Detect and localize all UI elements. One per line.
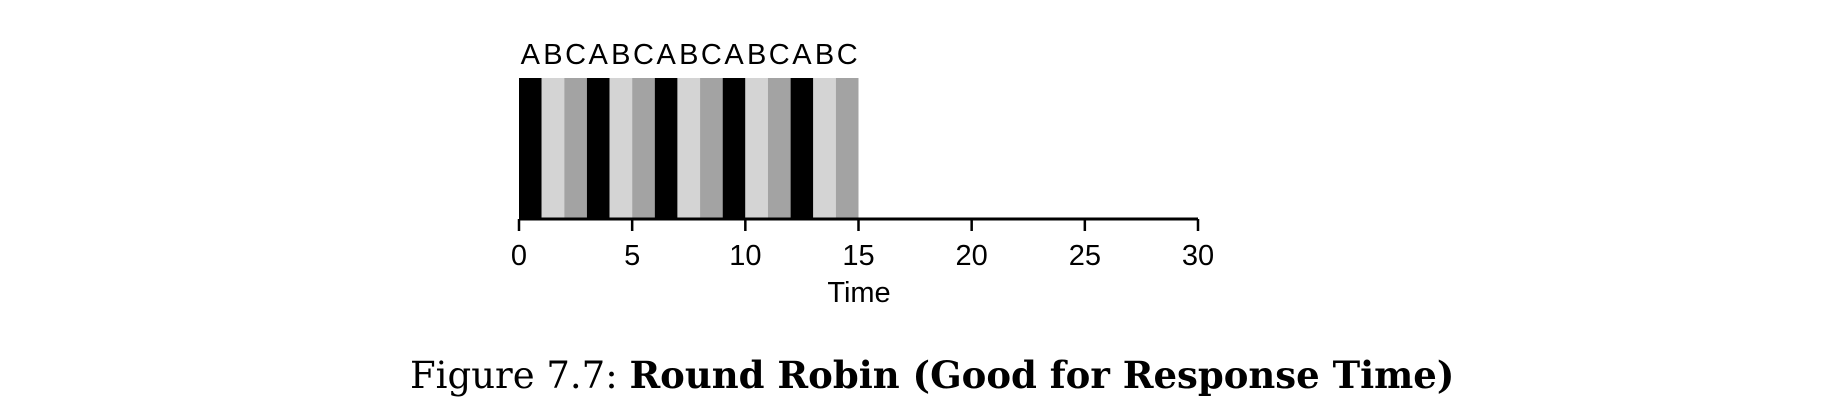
bar-segment-a [519,78,542,219]
slot-label: C [769,39,790,71]
slot-label: B [543,39,562,71]
slot-label: B [747,39,766,71]
bar-segment-b [541,78,565,219]
slot-label: A [724,39,744,71]
x-tick-label: 0 [511,240,527,272]
bars-layer [519,78,859,219]
x-tick-label: 20 [956,240,988,272]
x-tick-label: 25 [1069,240,1101,272]
bar-segment-c [700,78,723,219]
figure-caption: Figure 7.7: Round Robin (Good for Respon… [410,354,1454,397]
bar-segment-b [745,78,768,219]
caption-prefix: Figure 7.7: [410,354,630,397]
slot-label: A [589,39,609,71]
bar-segment-a [586,78,610,219]
bar-segment-c [632,78,655,219]
caption-title: Round Robin (Good for Response Time) [629,353,1455,397]
slot-label: C [837,39,858,71]
slot-label: B [611,39,630,71]
slot-label: C [565,39,586,71]
x-axis: 0 5 10 15 20 25 30 [511,217,1214,272]
bar-segment-c [835,78,859,219]
slot-label: A [521,39,541,71]
slot-label: C [633,39,654,71]
x-tick-label: 5 [624,240,640,272]
bar-segment-c [767,78,791,219]
bar-segment-b [609,78,633,219]
slot-label: A [792,39,812,71]
slot-label: A [656,39,676,71]
slot-label: C [701,39,722,71]
bar-segment-b [677,78,701,219]
slot-label: B [679,39,698,71]
x-tick-label: 10 [729,240,761,272]
bar-segment-b [813,78,836,219]
bar-segment-c [564,78,587,219]
bar-segment-a [722,78,746,219]
slot-label: B [815,39,834,71]
x-tick-label: 15 [842,240,874,272]
x-tick-label: 30 [1182,240,1214,272]
bar-segment-a [790,78,814,219]
x-axis-label: Time [827,277,890,309]
bar-segment-a [654,78,678,219]
